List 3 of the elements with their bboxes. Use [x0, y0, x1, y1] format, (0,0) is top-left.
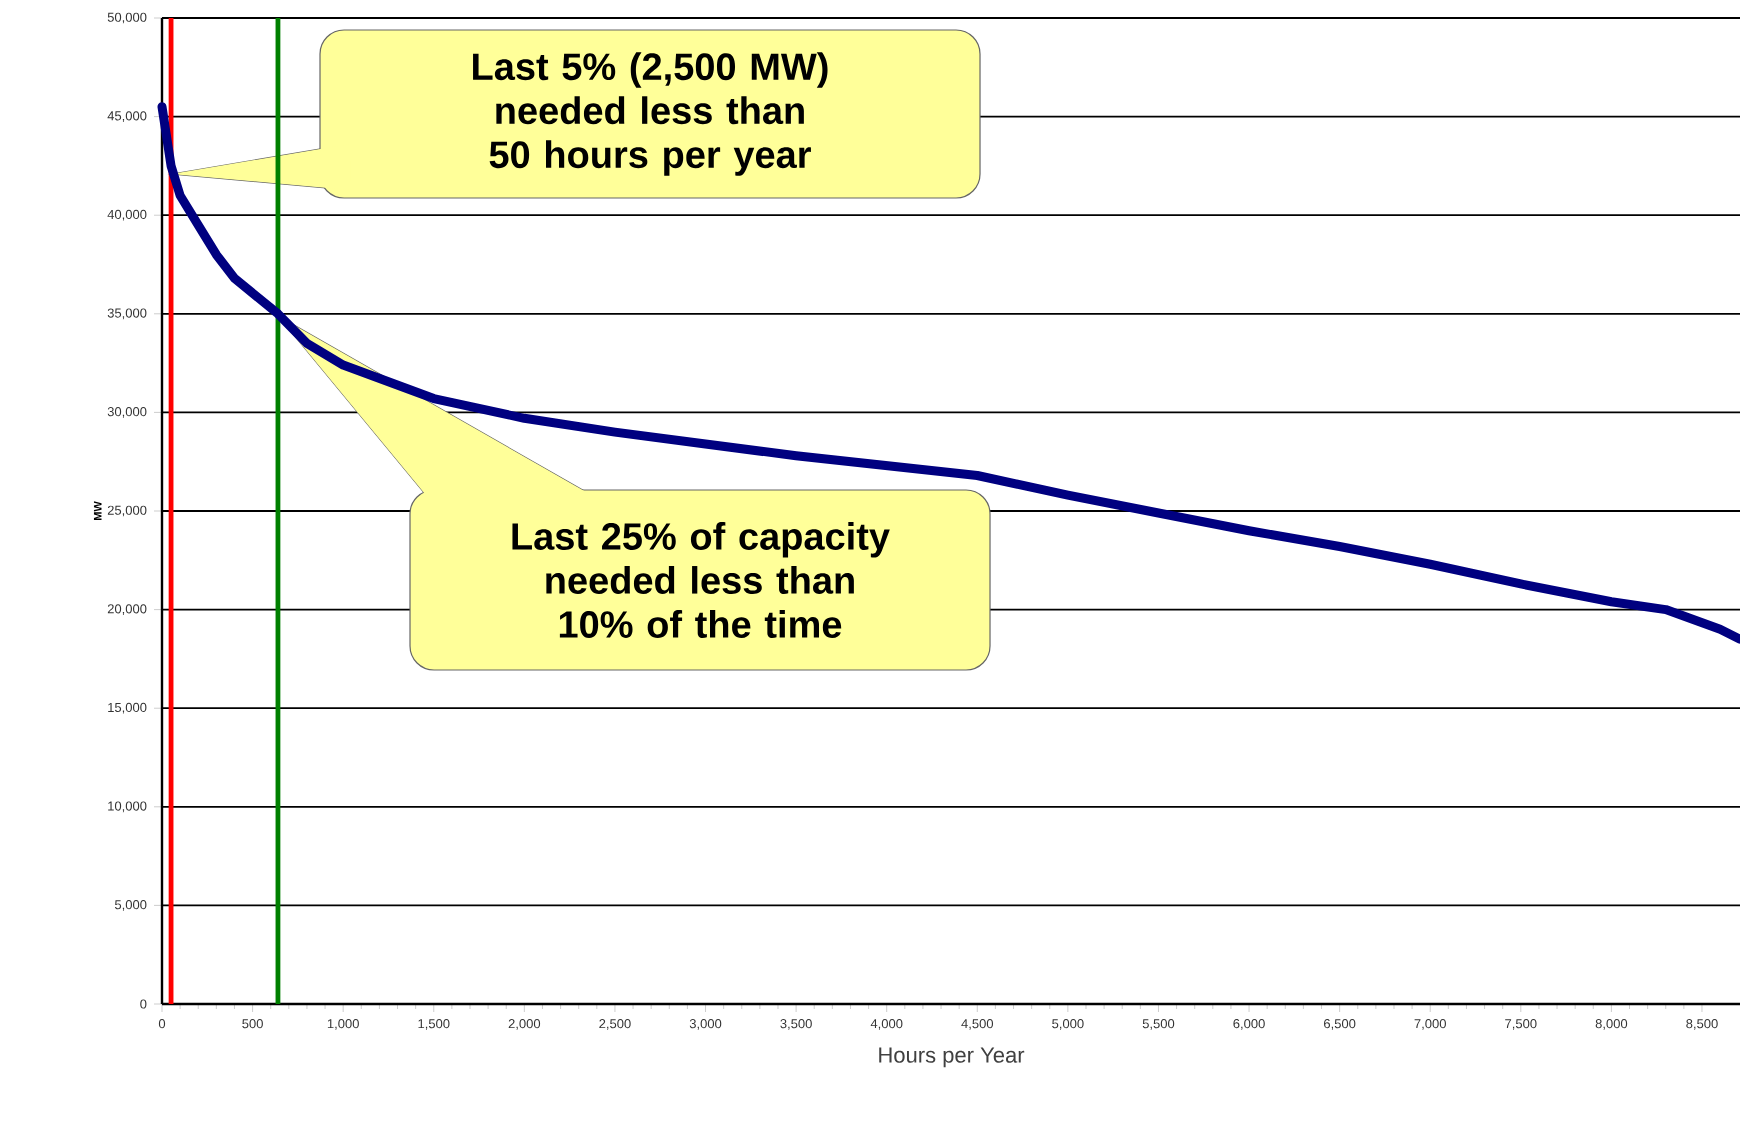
- x-axis-title: Hours per Year: [879, 1047, 1025, 1068]
- annotation: Last 25% of capacity needed less than 10% of the time: [512, 522, 890, 638]
- annotation: Last 5% (2,500 MW) needed less than 50 hours per year: [473, 52, 828, 176]
